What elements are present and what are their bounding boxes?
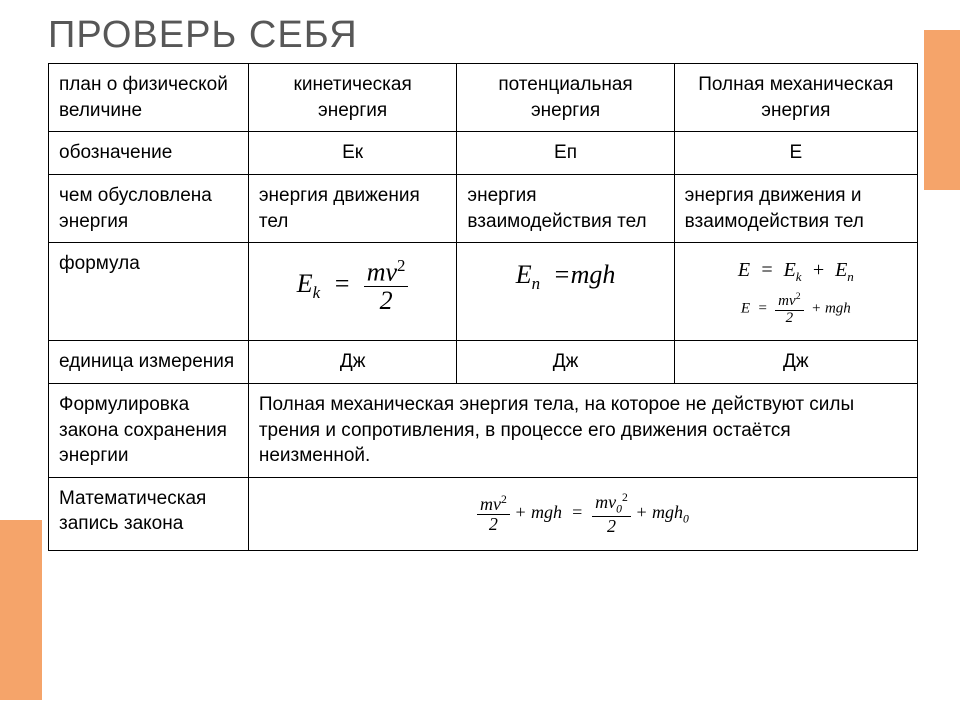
cell-designation-potential: Eп [457,132,674,175]
accent-bar-left [0,520,42,700]
f-e2-exp: 2 [796,291,801,302]
f-ek-exp: 2 [397,256,405,275]
table-row-cause: чем обусловлена энергия энергия движения… [49,174,918,242]
f-ep-lhs: E [516,260,532,289]
energy-table: план о физической величине кинетическая … [48,63,918,551]
cell-formula-kinetic: Ek = mν2 2 [248,243,457,341]
header-total: Полная механическая энергия [674,64,917,132]
header-kinetic: кинетическая энергия [248,64,457,132]
header-potential: потенциальная энергия [457,64,674,132]
header-plan: план о физической величине [49,64,249,132]
table-row-header: план о физической величине кинетическая … [49,64,918,132]
cell-law-formula: mν2 2 + mgh = mν02 2 + mgh0 [248,477,917,550]
formula-e-line1: E = Ek + En [685,257,907,286]
f-e1-a: E [784,259,796,281]
f-e1-asub: k [796,269,802,284]
val-e: E [789,142,802,163]
label-cause: чем обусловлена энергия [49,174,249,242]
f-e2-v: ν [789,293,796,309]
lf-l-exp: 2 [501,493,507,506]
table-row-formula: формула Ek = mν2 2 En =mgh [49,243,918,341]
label-formula: формула [49,243,249,341]
page-title: ПРОВЕРЬ СЕБЯ [48,14,918,57]
lf-l-tail: mgh [531,502,562,522]
table-row-law-formula: Математическая запись закона mν2 2 + mgh… [49,477,918,550]
cell-designation-total: E [674,132,917,175]
cell-unit-potential: Дж [457,341,674,384]
table-row-designation: обозначение Eк Eп E [49,132,918,175]
f-ek-v: ν [385,258,397,287]
conservation-formula: mν2 2 + mgh = mν02 2 + mgh0 [477,502,689,522]
f-e2-lhs: E [741,300,750,316]
cell-cause-total: энергия движения и взаимодействия тел [674,174,917,242]
f-e1-bsub: n [847,269,854,284]
table-row-law-text: Формулировка закона сохранения энергии П… [49,383,918,477]
f-e2-m: m [778,293,789,309]
cell-formula-potential: En =mgh [457,243,674,341]
table-row-unit: единица измерения Дж Дж Дж [49,341,918,384]
f-e1-lhs: E [738,259,750,281]
label-designation: обозначение [49,132,249,175]
formula-e-line2: E = mν2 2 + mgh [685,292,907,327]
lf-r-exp: 2 [622,491,628,504]
f-e2-tail: mgh [825,300,851,316]
slide-content: ПРОВЕРЬ СЕБЯ план о физической величине … [48,14,918,551]
formula-ek: Ek = mν2 2 [297,269,409,298]
lf-l-v: ν [493,494,501,514]
cell-unit-total: Дж [674,341,917,384]
f-ek-sub: k [313,283,321,302]
f-ek-lhs: E [297,269,313,298]
lf-r-tailsub: 0 [683,512,689,525]
lf-l-m: m [480,494,493,514]
accent-bar-right [924,30,960,190]
lf-r-v: ν [608,492,616,512]
lf-r-den: 2 [592,517,631,536]
f-ep-sub: n [532,274,540,293]
cell-unit-kinetic: Дж [248,341,457,384]
val-ek: Eк [342,142,363,163]
f-e2-den: 2 [775,311,803,327]
lf-r-tail: mgh [652,502,683,522]
lf-r-m: m [595,492,608,512]
f-ek-den: 2 [364,287,409,314]
f-ep-rhs: mgh [571,260,616,289]
lf-r-vsub: 0 [616,502,622,515]
lf-l-den: 2 [477,515,510,534]
cell-cause-kinetic: энергия движения тел [248,174,457,242]
label-unit: единица измерения [49,341,249,384]
val-ep: Eп [554,142,577,163]
label-law-formula: Математическая запись закона [49,477,249,550]
label-law-text: Формулировка закона сохранения энергии [49,383,249,477]
cell-formula-total: E = Ek + En E = mν2 2 + mgh [674,243,917,341]
cell-cause-potential: энергия взаимодействия тел [457,174,674,242]
f-ek-m: m [367,258,386,287]
formula-ep: En =mgh [516,260,616,289]
cell-designation-kinetic: Eк [248,132,457,175]
f-e1-b: E [835,259,847,281]
cell-law-text: Полная механическая энергия тела, на кот… [248,383,917,477]
